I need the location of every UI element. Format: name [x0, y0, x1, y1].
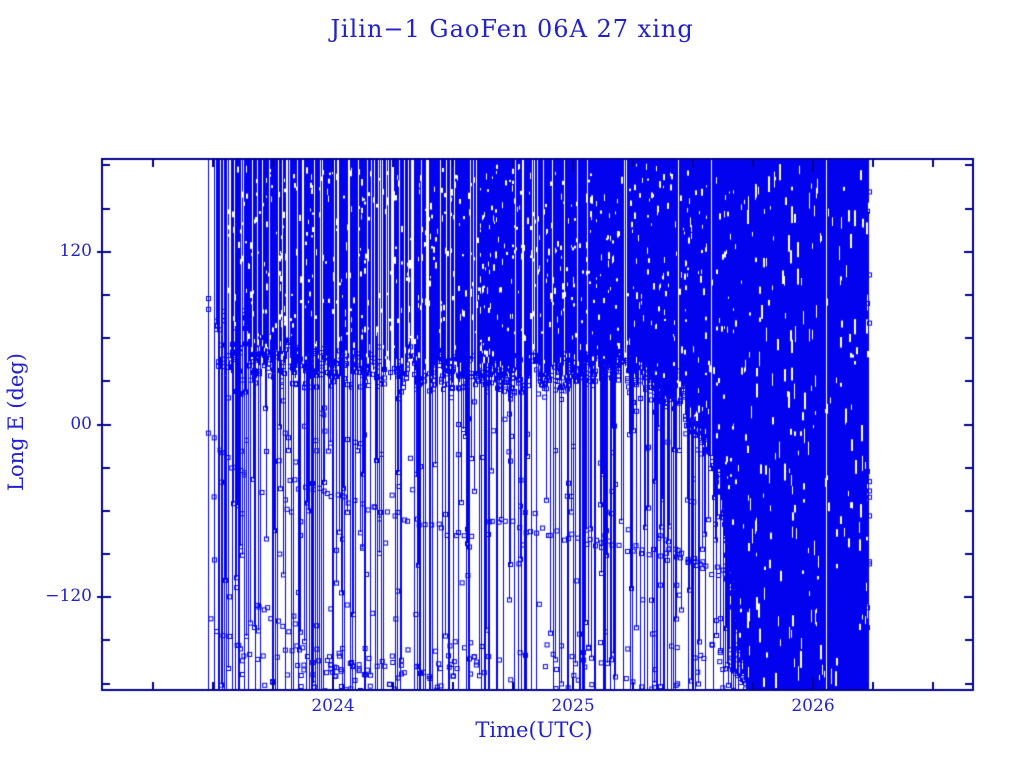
x-tick-label-2024: 2024 [311, 696, 355, 716]
y-tick-label-0: 00 [70, 413, 92, 434]
chart-title: Jilin−1 GaoFen 06A 27 xing [330, 15, 694, 43]
x-tick-label-2025: 2025 [551, 696, 595, 716]
x-tick-label-2026: 2026 [791, 696, 835, 716]
x-axis-title: Time(UTC) [475, 718, 593, 742]
y-tick-label-120: 120 [59, 240, 92, 261]
y-tick-label--120: −120 [45, 586, 92, 607]
